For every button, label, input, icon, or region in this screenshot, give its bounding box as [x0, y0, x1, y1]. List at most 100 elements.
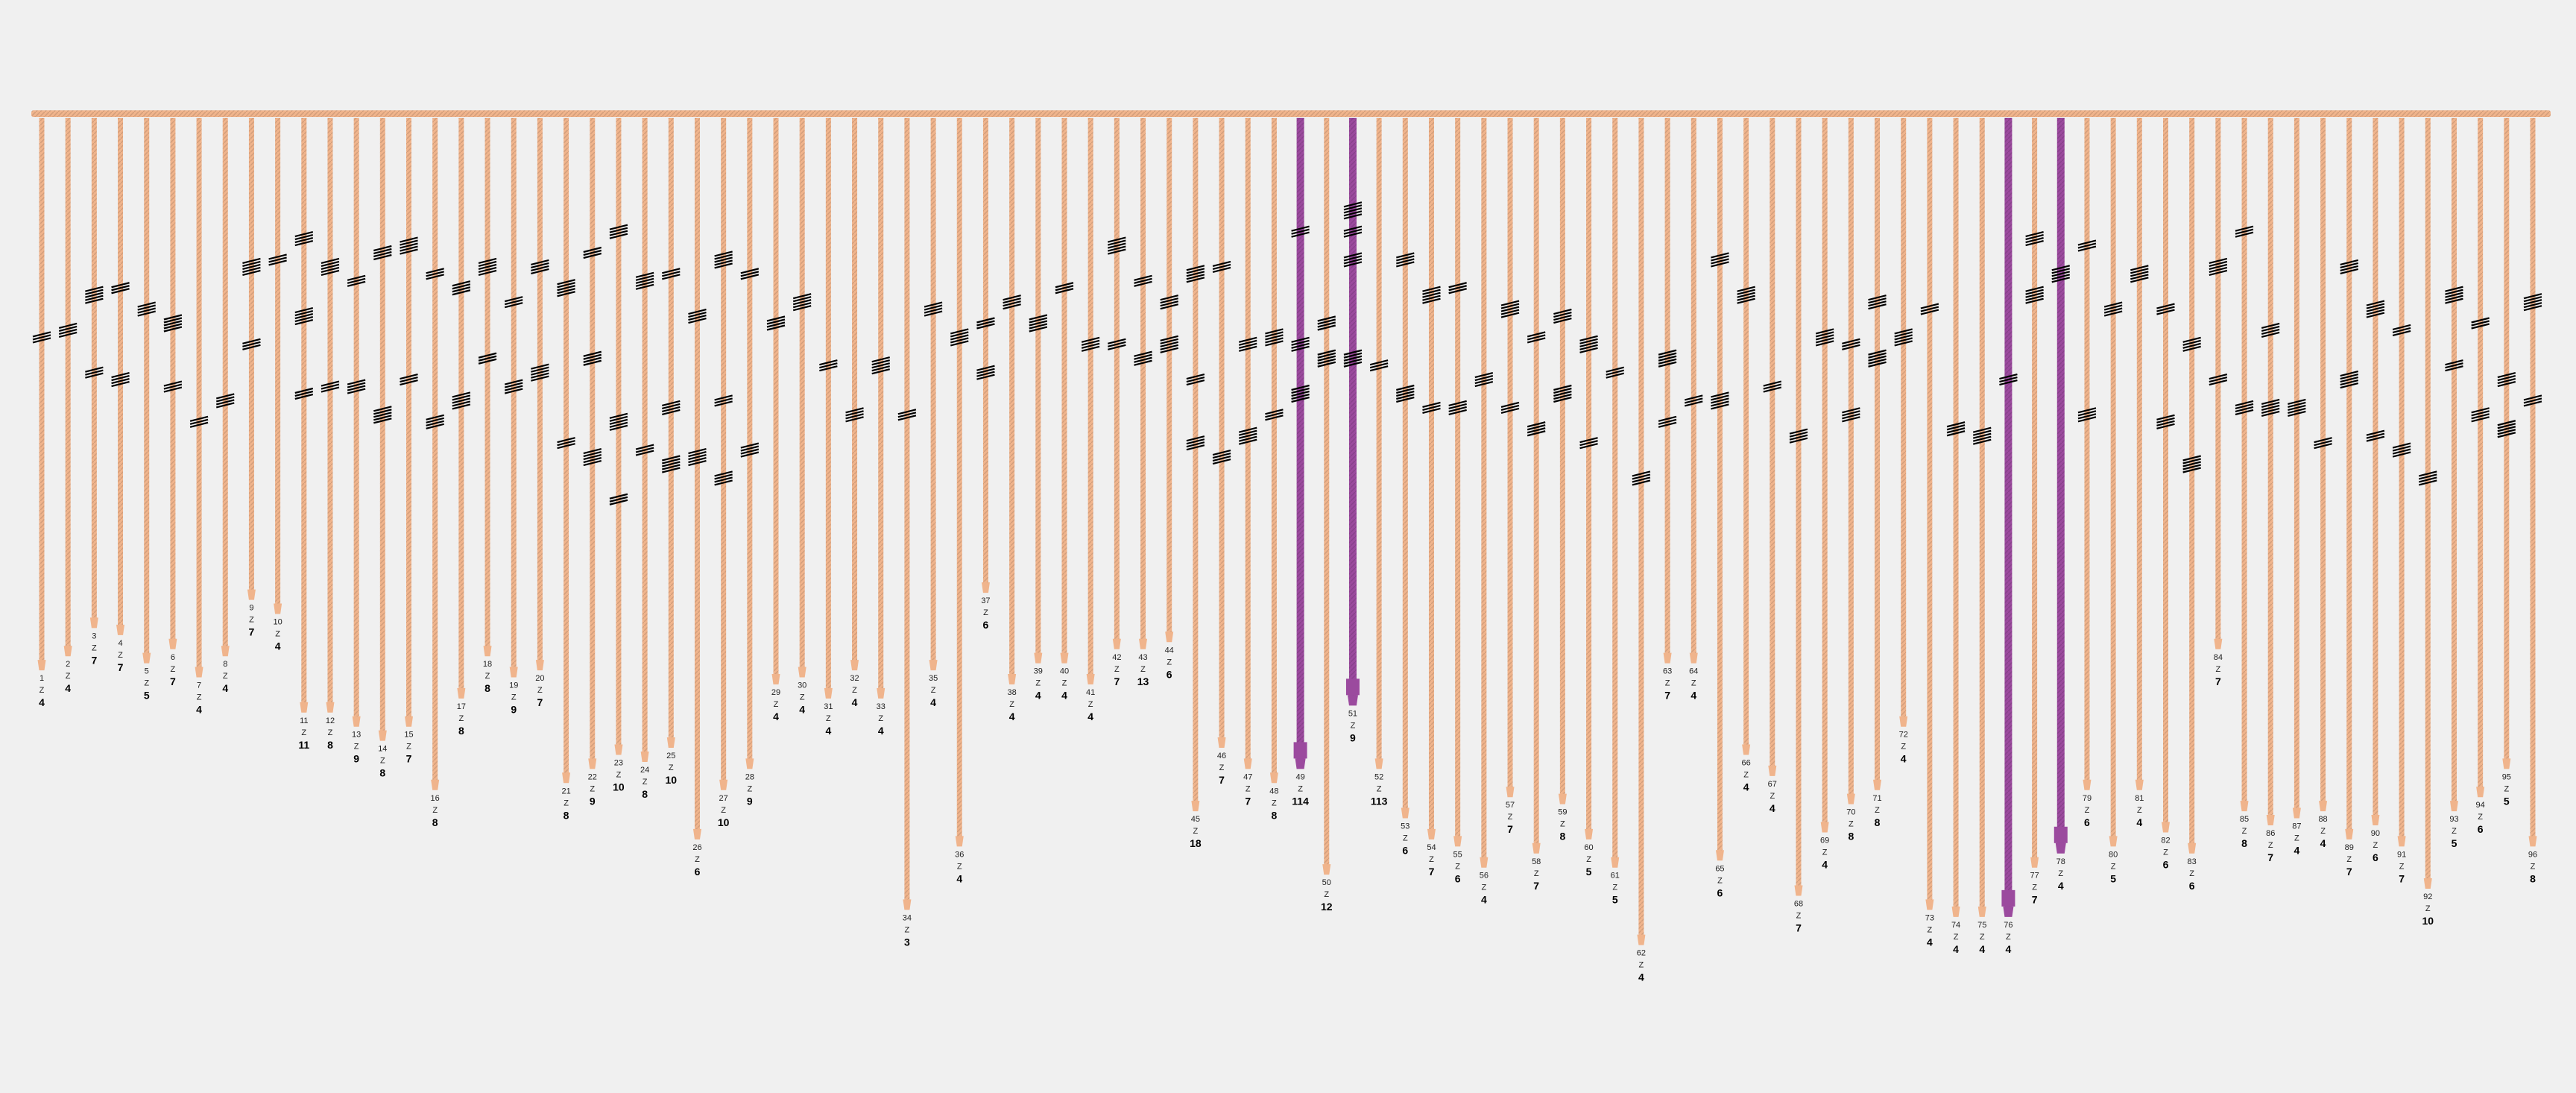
knot-turn	[2392, 330, 2411, 337]
knot-turn	[1291, 390, 1310, 397]
cord-twist-texture	[2056, 118, 2065, 846]
cord-twist-texture	[2084, 118, 2090, 783]
cord-end	[2030, 857, 2039, 868]
knot-turn	[1160, 341, 1178, 347]
cord-number-label: 20	[535, 674, 544, 683]
knot-turn	[1055, 288, 1074, 294]
knot-turn	[1160, 297, 1178, 304]
knot-turn	[1291, 342, 1310, 349]
knot-cluster	[1632, 470, 1651, 486]
knot-turn	[1186, 374, 1205, 380]
knot-turn	[2103, 307, 2123, 314]
cord-twist-texture	[1979, 118, 1985, 910]
pendant-cord-69: 69 Z4	[1815, 118, 1834, 870]
pendant-cord-2: 2 Z4	[58, 118, 78, 694]
knot-turn	[1815, 328, 1834, 335]
knot-cluster	[1108, 338, 1126, 350]
knot-cluster	[924, 301, 943, 317]
cord-ply-label: Z	[1140, 665, 1146, 674]
knot-turn	[766, 315, 786, 322]
knot-cluster	[2261, 398, 2280, 417]
knot-turn	[2261, 331, 2280, 338]
knot-turn	[766, 321, 786, 328]
cord-value-label: 5	[2110, 872, 2116, 884]
pendant-cord-91: 91 Z7	[2392, 118, 2411, 884]
knot-turn	[2209, 269, 2228, 276]
cord-number-label: 1	[40, 674, 44, 683]
knot-cluster	[1134, 274, 1152, 287]
knot-turn	[2445, 297, 2463, 304]
knot-cluster	[609, 412, 628, 431]
knot-turn	[1448, 288, 1467, 294]
knot-cluster	[1868, 294, 1887, 310]
cord-ply-label: Z	[1455, 862, 1460, 871]
knot-turn	[1265, 415, 1284, 421]
cord-value-label: 4	[1927, 936, 1933, 948]
knot-turn	[871, 365, 890, 372]
cord-value-label: 114	[1292, 795, 1309, 807]
cord-ply-label: Z	[66, 672, 71, 681]
knot-turn	[1291, 396, 1310, 403]
pendant-cord-6: 6 Z7	[163, 118, 183, 687]
knot-turn	[1238, 342, 1257, 349]
knot-turn	[2156, 420, 2175, 426]
knot-turn	[950, 328, 969, 335]
knot-turn	[1343, 255, 1363, 262]
knot-turn	[1343, 352, 1363, 359]
knot-cluster	[2392, 442, 2411, 458]
cord-number-label: 89	[2345, 843, 2354, 852]
knot-turn	[2340, 268, 2359, 274]
knot-turn	[662, 409, 681, 415]
knot-turn	[1711, 261, 1729, 268]
knot-cluster	[897, 409, 917, 421]
knot-turn	[1711, 258, 1729, 265]
cord-number-label: 33	[877, 702, 886, 711]
cord-twist-texture	[956, 118, 962, 840]
cord-ply-label: Z	[2346, 855, 2352, 864]
knot-cluster	[32, 331, 51, 344]
cord-number-label: 19	[509, 681, 518, 690]
knot-turn	[1737, 292, 1755, 298]
pendant-cord-49: 49 Z 114	[1291, 118, 1310, 807]
cord-number-label: 80	[2109, 850, 2118, 859]
pendant-cord-82: 82 Z6	[2156, 118, 2175, 870]
knot-turn	[1396, 396, 1415, 403]
cord-ply-label: Z	[1062, 679, 1067, 688]
knot-turn	[792, 296, 812, 303]
knot-turn	[1868, 294, 1887, 301]
knot-turn	[294, 312, 314, 320]
knot-turn	[1658, 361, 1677, 368]
cord-value-label: 7	[2215, 675, 2221, 687]
knot-turn	[2235, 225, 2254, 232]
knot-turn	[609, 415, 628, 422]
knot-cluster	[1474, 372, 1494, 388]
knot-turn	[1238, 339, 1257, 346]
cord-end	[2397, 836, 2406, 847]
cord-twist-texture	[1087, 118, 1093, 677]
cord-number-label: 6	[171, 653, 175, 662]
cord-number-label: 5	[145, 667, 149, 676]
cord-twist-texture	[1822, 118, 1828, 825]
knot-turn	[1422, 286, 1441, 292]
cord-end	[955, 836, 964, 847]
knot-turn	[1160, 303, 1178, 310]
cord-twist-texture	[432, 118, 438, 783]
pendant-cord-93: 93 Z5	[2445, 118, 2463, 849]
cord-ply-label: Z	[1167, 658, 1172, 667]
knot-turn	[1186, 271, 1205, 277]
cord-value-label: 8	[2241, 837, 2247, 849]
knot-cluster	[2445, 286, 2463, 304]
knot-turn	[2025, 231, 2044, 238]
knot-turn	[2419, 479, 2437, 486]
knot-turn	[1711, 391, 1729, 398]
knot-cluster	[58, 322, 78, 338]
knot-cluster	[950, 328, 969, 347]
knot-cluster	[137, 301, 156, 317]
knot-turn	[1579, 344, 1598, 350]
cord-number-label: 51	[1348, 709, 1357, 718]
knot-turn	[1291, 336, 1310, 343]
knot-cluster	[2288, 398, 2306, 417]
knot-turn	[1081, 339, 1100, 346]
knot-turn	[2261, 410, 2280, 417]
knot-turn	[1448, 400, 1467, 406]
